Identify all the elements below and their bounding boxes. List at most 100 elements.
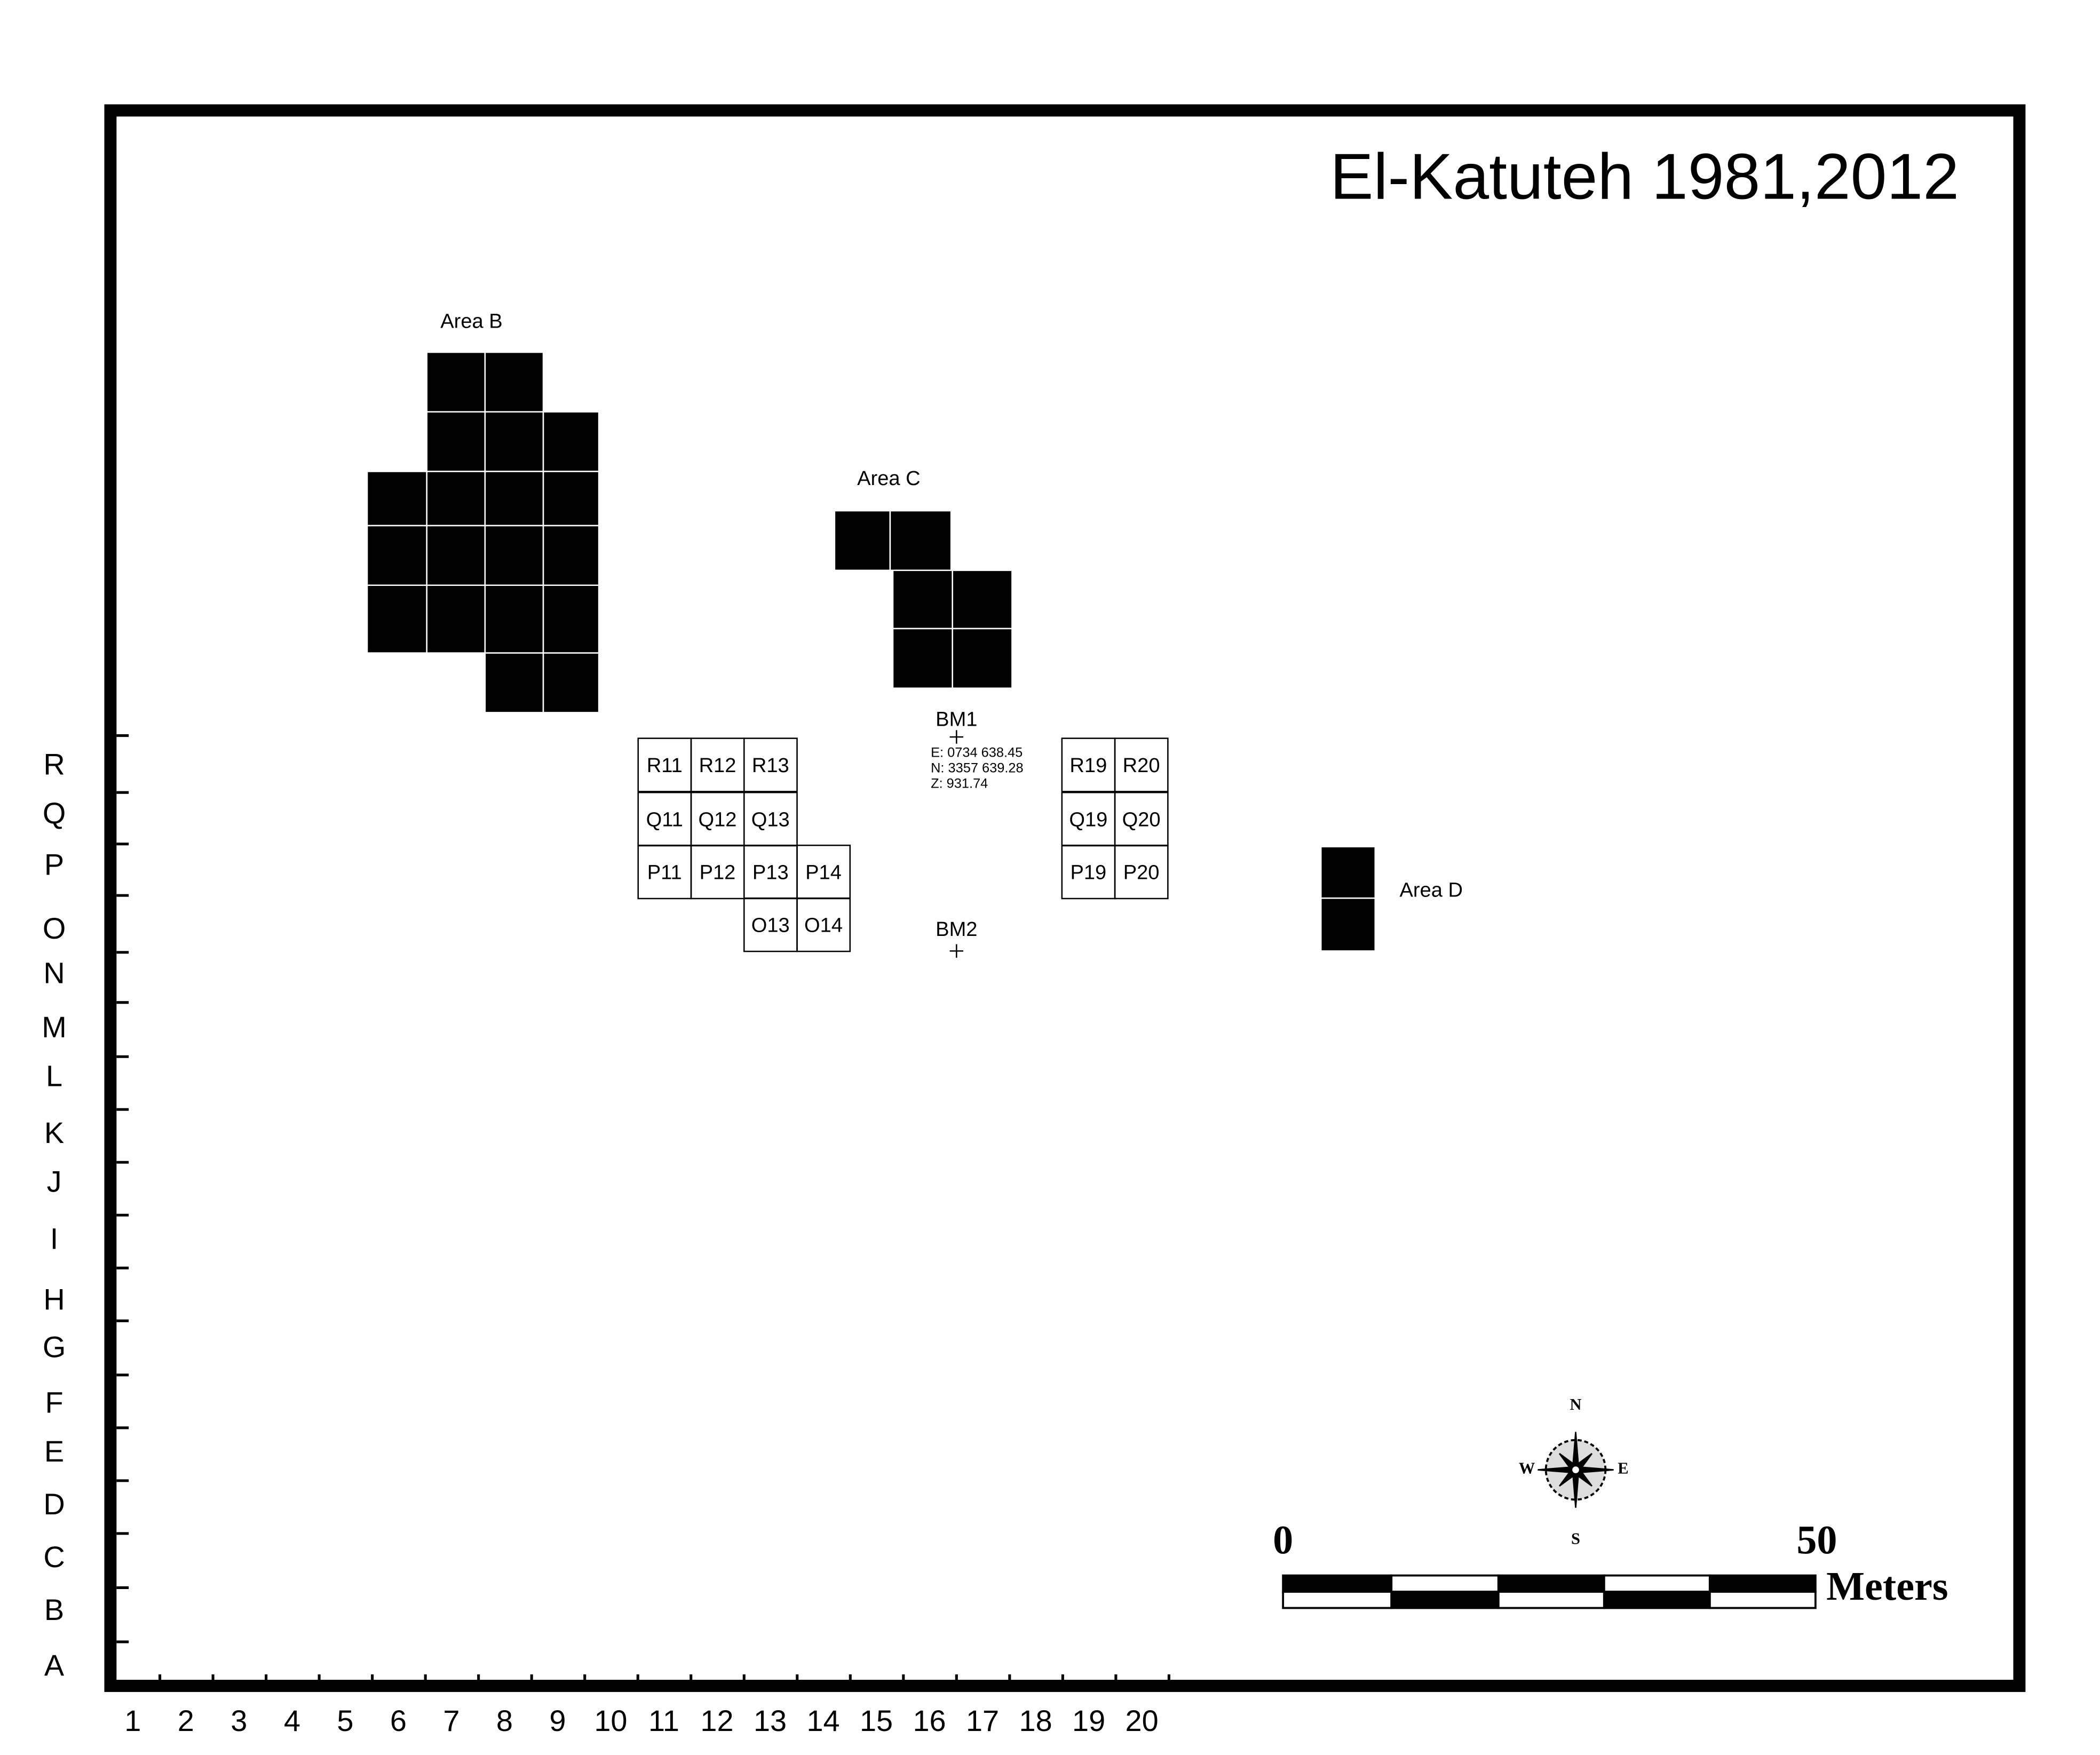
column-label: 5 bbox=[337, 1704, 353, 1737]
row-label: R bbox=[43, 748, 65, 781]
square-label: P11 bbox=[647, 862, 682, 884]
scale-segment bbox=[1390, 1574, 1500, 1593]
grid-square bbox=[743, 737, 798, 792]
square-label: R13 bbox=[752, 755, 789, 777]
column-label: 15 bbox=[860, 1704, 893, 1737]
excavated-square bbox=[366, 525, 427, 586]
square-label: Q20 bbox=[1122, 809, 1161, 831]
column-label: 20 bbox=[1126, 1704, 1159, 1737]
excavated-square bbox=[892, 569, 953, 630]
excavated-square bbox=[542, 471, 600, 527]
square-label: P19 bbox=[1070, 862, 1106, 884]
row-label: J bbox=[47, 1165, 62, 1198]
column-label: 18 bbox=[1019, 1704, 1052, 1737]
column-label: 13 bbox=[754, 1704, 787, 1737]
benchmark-cross bbox=[949, 730, 964, 744]
compass-label: N bbox=[1570, 1395, 1582, 1413]
scale-segment bbox=[1282, 1591, 1393, 1609]
excavated-square bbox=[542, 652, 600, 713]
column-label: 2 bbox=[178, 1704, 194, 1737]
benchmark-label: BM1 bbox=[936, 709, 977, 731]
row-label: G bbox=[43, 1330, 66, 1363]
benchmark-cross bbox=[949, 944, 964, 958]
square-label: R12 bbox=[699, 755, 736, 777]
excavated-square bbox=[1320, 846, 1376, 899]
excavated-square bbox=[426, 471, 486, 527]
scale-unit: Meters bbox=[1826, 1564, 1948, 1609]
grid-square bbox=[1114, 737, 1169, 792]
grid-square bbox=[1114, 844, 1169, 900]
row-label: P bbox=[44, 848, 64, 882]
excavated-square bbox=[366, 471, 427, 527]
square-label: R11 bbox=[647, 755, 683, 777]
column-label: 17 bbox=[966, 1704, 999, 1737]
row-label: O bbox=[43, 911, 66, 945]
excavated-square bbox=[426, 584, 486, 654]
excavated-square bbox=[484, 652, 544, 713]
benchmark-coordinate: E: 0734 638.45 bbox=[931, 745, 1023, 760]
column-label: 16 bbox=[913, 1704, 946, 1737]
excavated-square bbox=[484, 351, 544, 413]
column-label: 3 bbox=[231, 1704, 247, 1737]
row-label: E bbox=[44, 1434, 64, 1468]
square-label: Q12 bbox=[699, 809, 737, 831]
column-label: 10 bbox=[594, 1704, 627, 1737]
excavated-square bbox=[542, 525, 600, 586]
square-label: Q11 bbox=[646, 809, 683, 831]
excavated-square bbox=[366, 584, 427, 654]
row-label: Q bbox=[43, 796, 66, 830]
column-label: 8 bbox=[496, 1704, 513, 1737]
grid-square bbox=[796, 897, 851, 952]
column-label: 12 bbox=[700, 1704, 733, 1737]
row-label: I bbox=[50, 1221, 59, 1255]
excavated-square bbox=[426, 525, 486, 586]
square-label: P12 bbox=[700, 862, 736, 884]
row-label: A bbox=[44, 1648, 65, 1682]
excavated-square bbox=[484, 471, 544, 527]
excavated-square bbox=[952, 569, 1013, 630]
scale-segment bbox=[1603, 1574, 1711, 1593]
excavated-square bbox=[484, 411, 544, 472]
column-label: 19 bbox=[1072, 1704, 1105, 1737]
compass-label: S bbox=[1571, 1530, 1580, 1548]
square-label: Q13 bbox=[751, 809, 790, 831]
scale-segment bbox=[1282, 1574, 1393, 1593]
excavated-square bbox=[426, 351, 486, 413]
excavated-square bbox=[426, 411, 486, 472]
excavated-square bbox=[889, 510, 952, 571]
excavated-square bbox=[542, 411, 600, 472]
excavated-square bbox=[484, 584, 544, 654]
benchmark-label: BM2 bbox=[936, 918, 977, 941]
row-label: H bbox=[43, 1283, 65, 1316]
scale-segment bbox=[1708, 1574, 1817, 1593]
excavated-square bbox=[892, 628, 953, 689]
excavated-square bbox=[834, 510, 891, 571]
area-label: Area D bbox=[1399, 879, 1463, 902]
scale-segment bbox=[1708, 1591, 1817, 1609]
column-label: 4 bbox=[284, 1704, 300, 1737]
column-label: 9 bbox=[549, 1704, 566, 1737]
area-label: Area C bbox=[857, 467, 921, 490]
excavated-square bbox=[484, 525, 544, 586]
square-label: P13 bbox=[752, 862, 789, 884]
row-label: B bbox=[44, 1593, 64, 1626]
compass-center bbox=[1571, 1465, 1581, 1475]
square-label: P20 bbox=[1123, 862, 1160, 884]
scale-segment bbox=[1497, 1591, 1605, 1609]
excavated-square bbox=[1320, 897, 1376, 952]
square-label: O13 bbox=[751, 915, 790, 937]
square-label: R19 bbox=[1069, 755, 1107, 777]
row-label: N bbox=[43, 956, 65, 990]
area-label: Area B bbox=[440, 310, 502, 332]
benchmark-coordinate: Z: 931.74 bbox=[931, 776, 988, 791]
scale-start: 0 bbox=[1273, 1518, 1293, 1563]
scale-segment bbox=[1603, 1591, 1711, 1609]
square-label: R20 bbox=[1123, 755, 1160, 777]
excavated-square bbox=[952, 628, 1013, 689]
square-label: P14 bbox=[805, 862, 842, 884]
compass-label: E bbox=[1618, 1459, 1628, 1478]
scale-end: 50 bbox=[1796, 1518, 1837, 1563]
row-label: F bbox=[45, 1385, 63, 1419]
